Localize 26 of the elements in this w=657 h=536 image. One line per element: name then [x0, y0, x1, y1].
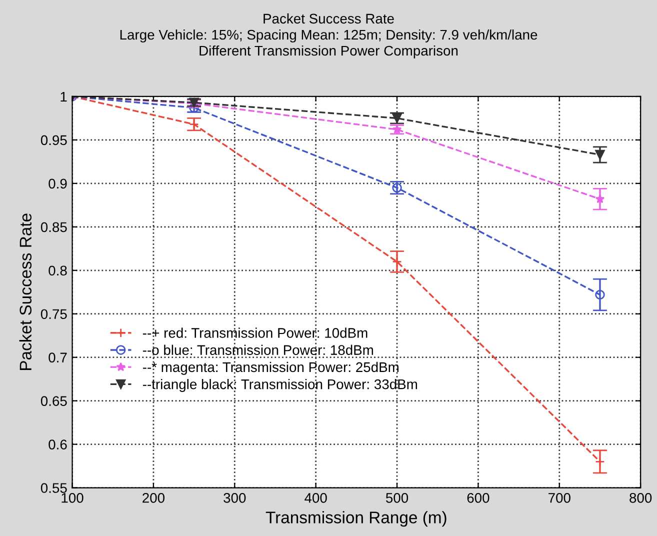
y-tick-label: 1: [60, 92, 67, 102]
y-axis-title: Packet Success Rate: [19, 214, 32, 370]
x-axis-title: Transmission Range (m): [266, 511, 446, 527]
x-tick-label: 600: [467, 492, 490, 503]
x-tick-label: 300: [224, 492, 246, 503]
x-tick-label: 200: [142, 492, 164, 503]
y-tick-label: 0.6: [48, 440, 67, 450]
chart-subtitle: Large Vehicle: 15%; Spacing Mean: 125m; Density: 7.9 veh/km/lane Different Transmission Power Comparison: [120, 29, 538, 58]
x-tick-label: 700: [548, 492, 570, 503]
x-tick-label: 800: [630, 492, 652, 503]
y-tick-label: 0.8: [48, 266, 67, 276]
y-tick-label: 0.85: [40, 222, 67, 232]
x-tick-label: 400: [304, 492, 327, 503]
y-tick-label: 0.75: [40, 309, 67, 320]
y-tick-label: 0.95: [40, 135, 67, 146]
x-tick-label: 100: [62, 492, 84, 503]
legend-label: --+ red: Transmission Power: 10dBm: [142, 328, 368, 338]
chart-title: Packet Success Rate: [264, 13, 394, 24]
y-tick-label: 0.7: [48, 352, 67, 363]
y-tick-label: 0.9: [48, 178, 67, 189]
y-tick-label: 0.65: [40, 396, 67, 406]
legend-label: --o blue: Transmission Power: 18dBm: [142, 344, 374, 355]
legend-label: --triangle black: Transmission Power: 33dBm: [142, 379, 418, 392]
x-tick-label: 500: [386, 492, 408, 503]
legend-label: --* magenta: Transmission Power: 25dBm: [142, 362, 398, 375]
y-tick-label: 0.55: [40, 483, 67, 493]
